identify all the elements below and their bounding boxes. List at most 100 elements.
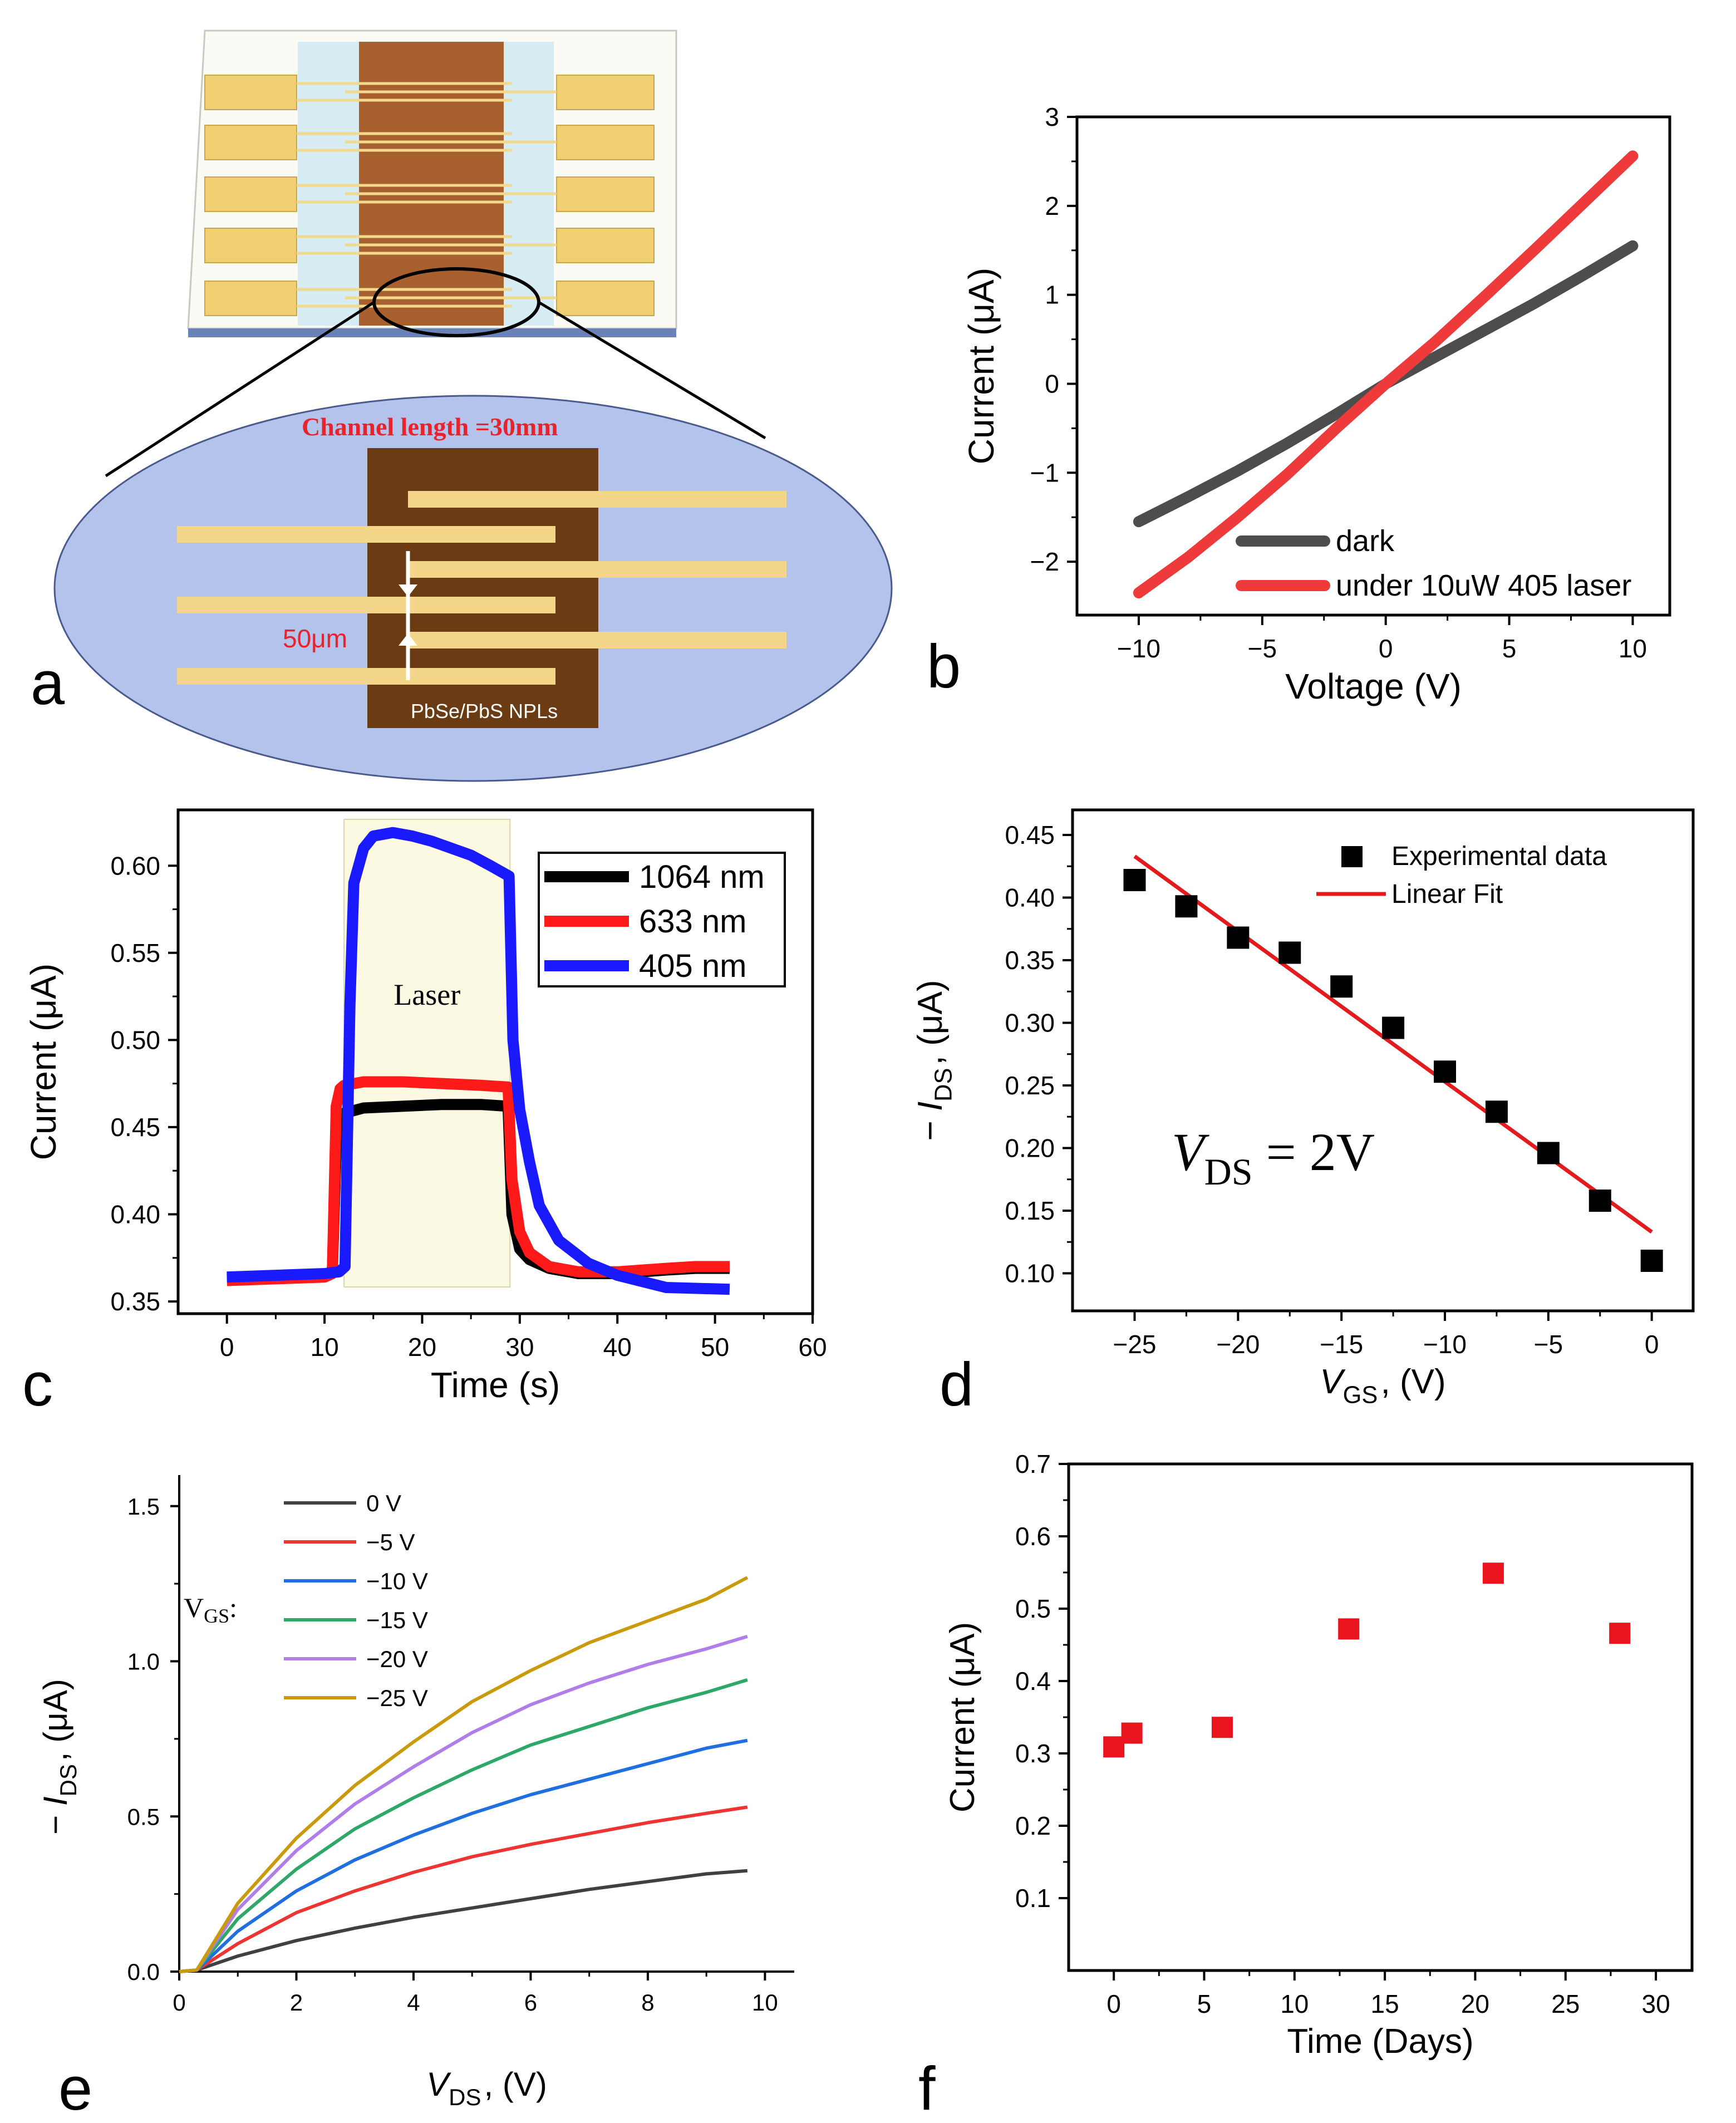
y-tick-label: 3 xyxy=(1045,102,1059,131)
data-point xyxy=(1537,1142,1560,1164)
material-label: PbSe/PbS NPLs xyxy=(411,700,558,723)
series-line-3 xyxy=(179,1678,748,1973)
data-point xyxy=(1434,1060,1456,1083)
plot-frame xyxy=(1075,115,1671,617)
x-tick-label: 25 xyxy=(1551,1989,1580,2018)
y-tick-label: 0.0 xyxy=(127,1959,160,1985)
chart-f-stability: 0 5 10 15 20 25 30 0.1 0.2 0.3 0.4 0.5 0.6 0.7 Time (D… xyxy=(943,1449,1694,2061)
data-point xyxy=(1121,1722,1143,1744)
x-tick-label: 2 xyxy=(290,1989,303,2016)
y-tick-label: 0.45 xyxy=(110,1113,160,1142)
legend-title: VGS: xyxy=(184,1592,237,1627)
legend-label-1: −5 V xyxy=(366,1529,415,1555)
legend-label-0: dark xyxy=(1336,524,1395,558)
x-tick-label: 10 xyxy=(310,1333,338,1362)
panel-label-b: b xyxy=(927,632,961,701)
x-tick-label: 0 xyxy=(1379,634,1393,663)
legend-label-1: under 10uW 405 laser xyxy=(1336,569,1631,602)
y-tick-label: 0.45 xyxy=(1005,820,1055,849)
x-tick-label: 20 xyxy=(408,1333,436,1362)
y-tick-label: 0.2 xyxy=(1015,1811,1051,1840)
plot-frame xyxy=(176,808,814,1315)
y-tick-label: 0.6 xyxy=(1015,1522,1051,1551)
y-axis-label: Current (μA) xyxy=(961,268,1001,464)
data-point xyxy=(1609,1623,1631,1644)
vds-annotation: VDS = 2V xyxy=(1172,1122,1375,1193)
y-tick-label: 0.55 xyxy=(110,938,160,967)
series-line-2 xyxy=(179,1738,748,1973)
y-tick-label: 0.15 xyxy=(1005,1196,1055,1225)
y-tick-label: 1.5 xyxy=(127,1493,160,1520)
data-point xyxy=(1589,1190,1611,1212)
legend-label-1: 633 nm xyxy=(639,903,746,940)
x-tick-label: 0 xyxy=(220,1333,234,1362)
legend-label-2: 405 nm xyxy=(639,948,746,984)
y-tick-label: −1 xyxy=(1030,458,1059,487)
legend-label-5: −25 V xyxy=(366,1685,428,1711)
x-tick-label: 15 xyxy=(1371,1989,1399,2018)
x-tick-label: −10 xyxy=(1117,634,1160,663)
data-point xyxy=(1278,941,1301,964)
x-axis-label: Voltage (V) xyxy=(1285,666,1462,706)
plot-frame xyxy=(1071,808,1695,1313)
x-tick-label: 6 xyxy=(524,1989,537,2016)
y-tick-label: 0.7 xyxy=(1015,1449,1051,1478)
x-tick-label: 10 xyxy=(1619,634,1647,663)
y-axis-label: Current (μA) xyxy=(23,964,63,1160)
channel-length-label: Channel length =30mm xyxy=(302,412,558,441)
laser-annotation: Laser xyxy=(394,978,460,1011)
y-tick-label: 0.35 xyxy=(1005,946,1055,975)
x-tick-label: 0 xyxy=(1645,1330,1659,1359)
x-axis-label: VDS , (V) xyxy=(426,2066,547,2110)
y-tick-label: 0.35 xyxy=(110,1287,160,1316)
y-tick-label: 0.10 xyxy=(1005,1259,1055,1288)
y-tick-label: 0.30 xyxy=(1005,1009,1055,1038)
y-tick-label: 0.25 xyxy=(1005,1071,1055,1100)
data-point xyxy=(1227,926,1250,949)
x-axis-label: Time (Days) xyxy=(1287,2022,1473,2061)
series-line-0 xyxy=(179,1869,748,1973)
x-tick-label: 30 xyxy=(505,1333,534,1362)
legend-label-3: −15 V xyxy=(366,1607,428,1633)
y-axis-label: − IDS , (μA) xyxy=(911,980,957,1141)
x-tick-label: −10 xyxy=(1423,1330,1467,1359)
data-point xyxy=(1338,1618,1360,1640)
x-axis-label: VGS , (V) xyxy=(1320,1363,1445,1408)
data-point xyxy=(1123,869,1146,891)
panel-label-a: a xyxy=(31,649,65,718)
y-tick-label: 0.4 xyxy=(1015,1667,1051,1696)
legend-swatch-0 xyxy=(1341,846,1363,867)
x-tick-label: 0 xyxy=(1106,1989,1121,2018)
legend-label-0: 0 V xyxy=(366,1490,401,1516)
y-tick-label: 0.20 xyxy=(1005,1134,1055,1163)
panel-label-f: f xyxy=(918,2055,936,2123)
x-tick-label: 20 xyxy=(1461,1989,1489,2018)
series-line-1 xyxy=(1133,150,1639,598)
x-tick-label: 30 xyxy=(1641,1989,1670,2018)
legend-label-2: −10 V xyxy=(366,1568,428,1594)
y-tick-label: 2 xyxy=(1045,191,1059,220)
data-point xyxy=(1103,1736,1125,1758)
y-tick-label: 0.5 xyxy=(1015,1594,1051,1623)
y-tick-label: 0.1 xyxy=(1015,1884,1051,1913)
fit-line xyxy=(1133,854,1653,1234)
data-point xyxy=(1382,1016,1405,1039)
x-tick-label: 10 xyxy=(1280,1989,1309,2018)
data-point xyxy=(1211,1717,1233,1738)
y-tick-label: 0.50 xyxy=(110,1025,160,1054)
data-point xyxy=(1482,1562,1504,1584)
chart-e-output: 0 2 4 6 8 10 0.0 0.5 1.0 1.5 VDS , (V) − IDS , (μA)… xyxy=(37,1475,794,2110)
y-tick-label: 0.60 xyxy=(110,851,160,880)
x-tick-label: 50 xyxy=(701,1333,729,1362)
chart-d-transfer: −25 −20 −15 −10 −5 0 0.10 0.15 0.20 0.25 0.30 0.35 0… xyxy=(911,808,1695,1408)
data-point xyxy=(1330,975,1353,998)
y-axis-label: − IDS , (μA) xyxy=(37,1679,81,1835)
x-axis-label: Time (s) xyxy=(431,1365,560,1405)
data-point xyxy=(1485,1100,1508,1123)
x-tick-label: 5 xyxy=(1197,1989,1212,2018)
legend-label-4: −20 V xyxy=(366,1646,428,1672)
y-tick-label: 0.40 xyxy=(110,1200,160,1229)
x-tick-label: 5 xyxy=(1502,634,1517,663)
